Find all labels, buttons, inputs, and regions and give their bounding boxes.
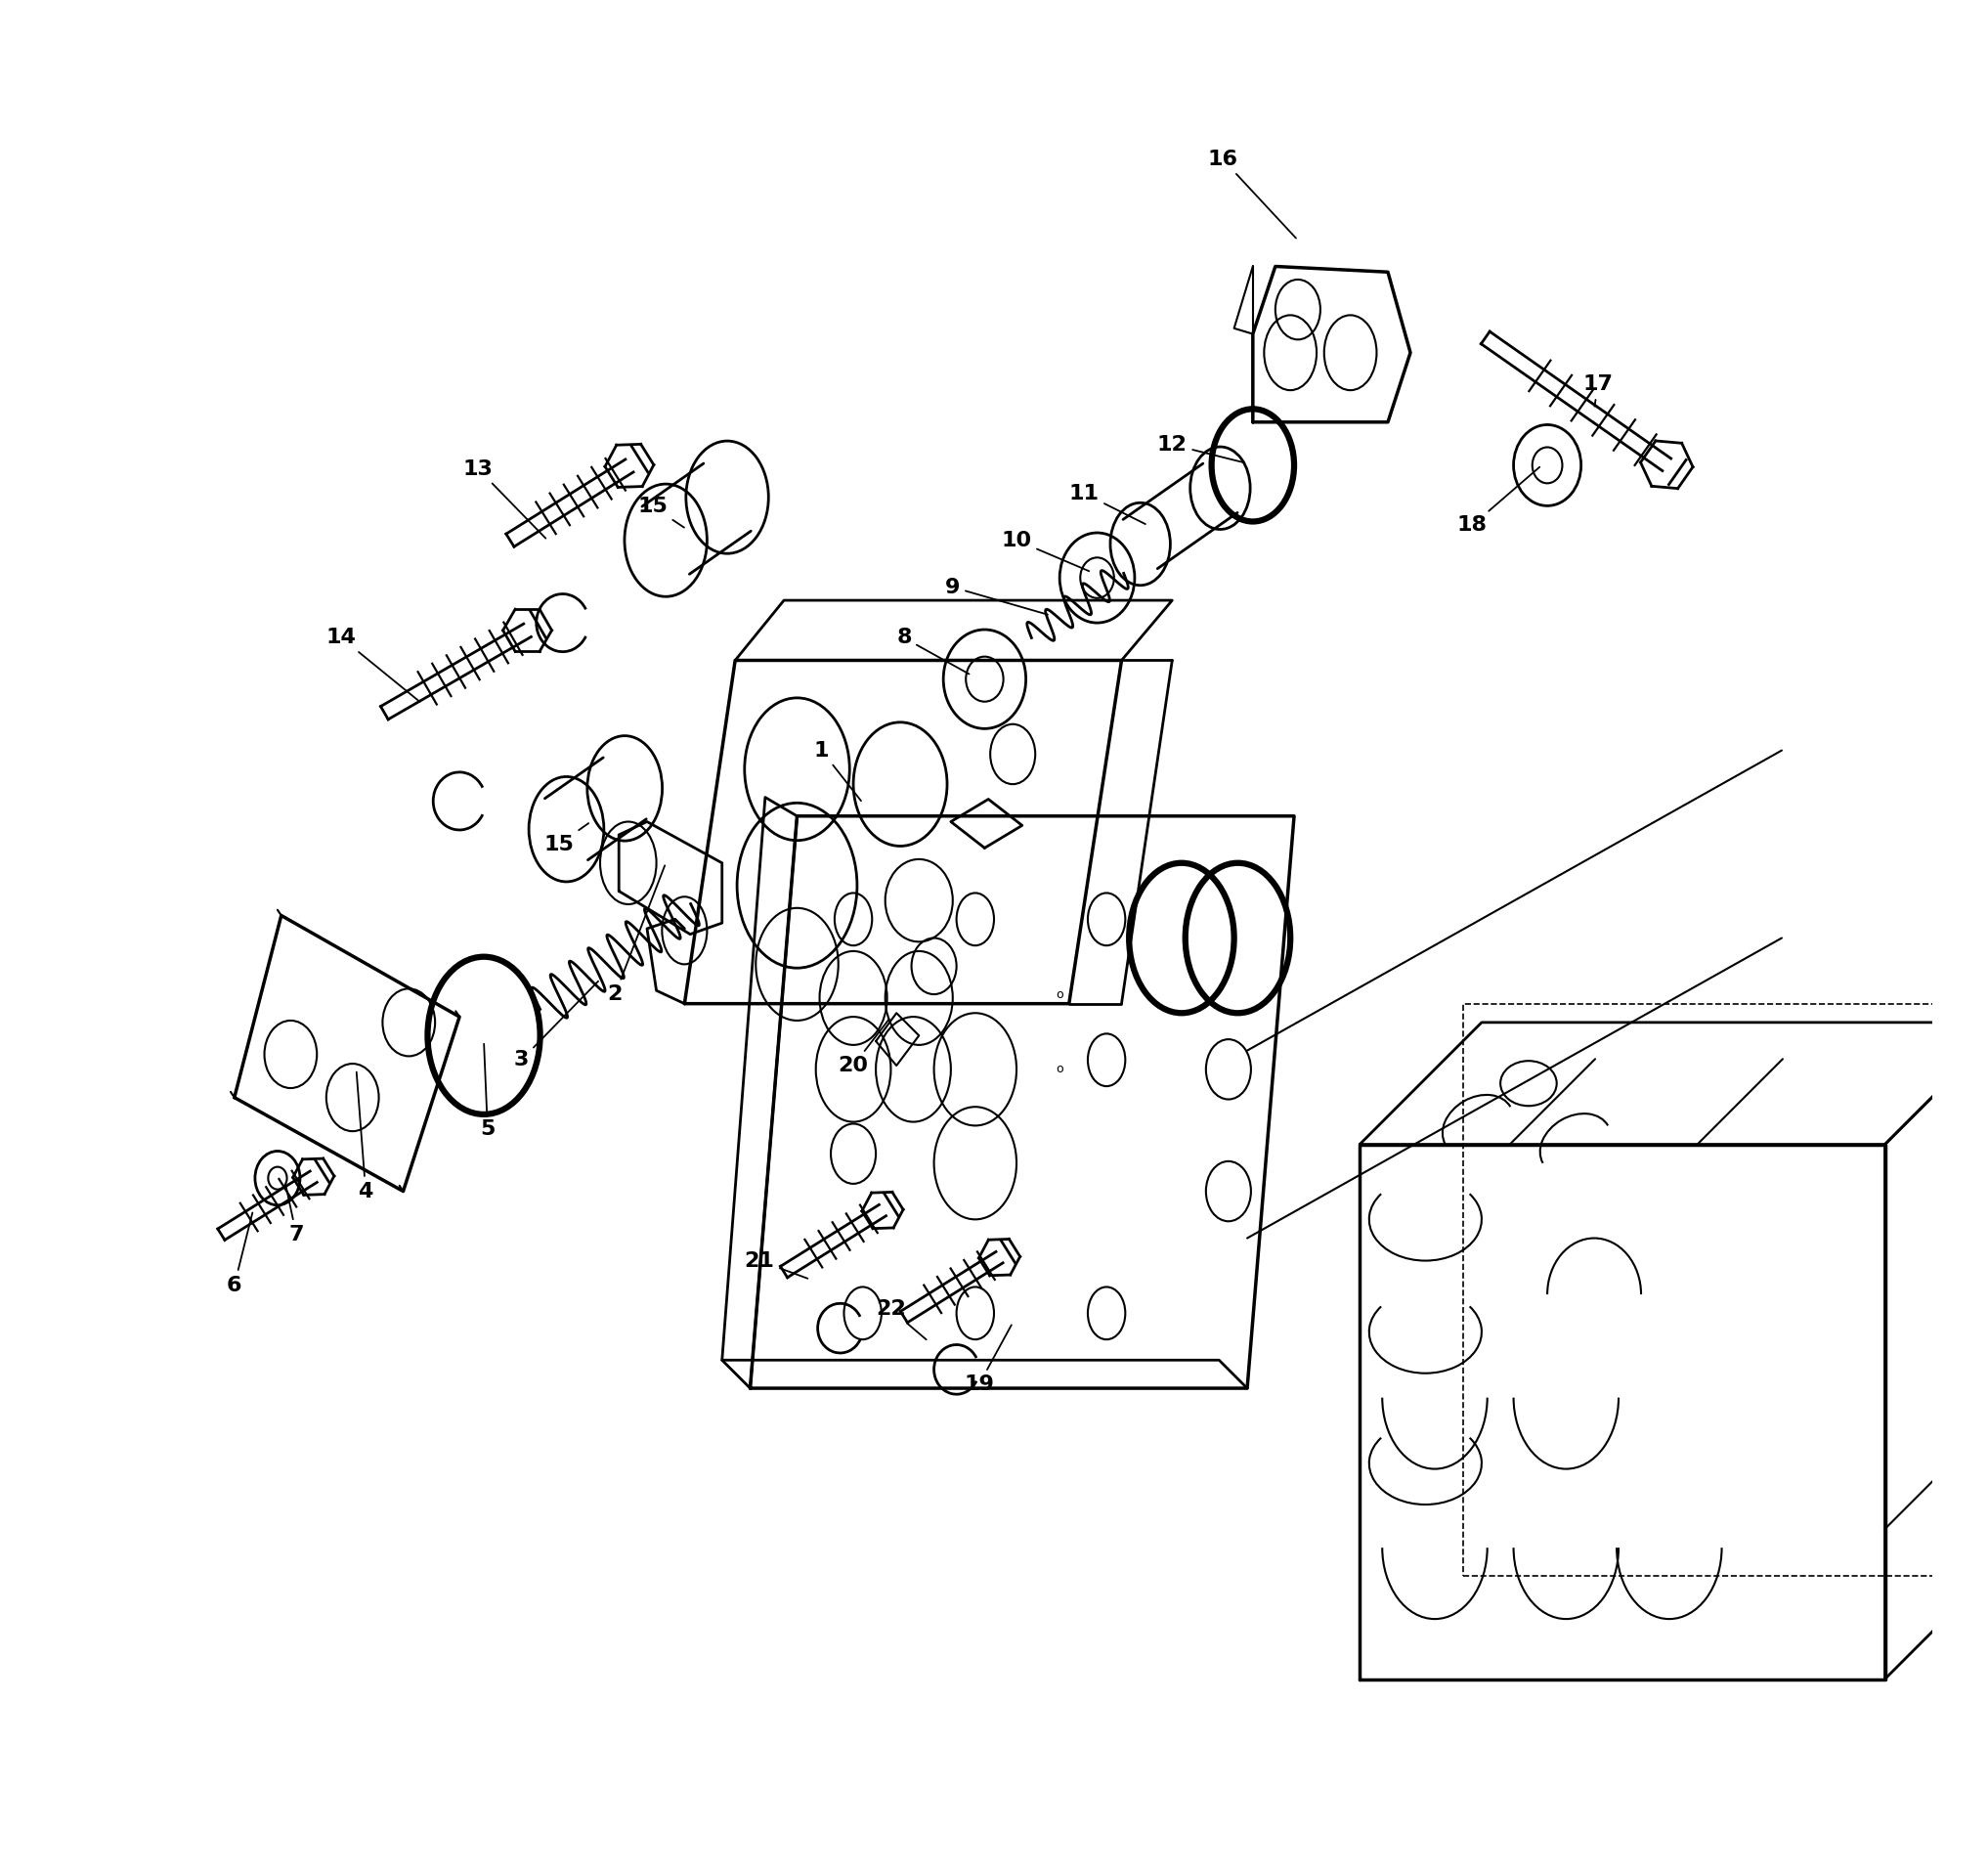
Text: 6: 6 bbox=[227, 1212, 252, 1294]
Text: 17: 17 bbox=[1582, 375, 1612, 407]
Text: 1: 1 bbox=[813, 741, 861, 801]
Text: 18: 18 bbox=[1457, 467, 1539, 535]
Text: 7: 7 bbox=[286, 1184, 304, 1244]
Text: 22: 22 bbox=[877, 1300, 926, 1339]
Text: 9: 9 bbox=[944, 578, 1048, 615]
Text: 19: 19 bbox=[964, 1324, 1012, 1394]
Text: 11: 11 bbox=[1070, 484, 1145, 523]
Bar bbox=[1463, 1004, 1988, 1576]
Text: 5: 5 bbox=[479, 1043, 495, 1139]
Text: 10: 10 bbox=[1002, 531, 1089, 570]
Text: 20: 20 bbox=[839, 1019, 889, 1075]
Text: 3: 3 bbox=[513, 981, 598, 1069]
Text: 4: 4 bbox=[356, 1071, 374, 1201]
Text: 8: 8 bbox=[897, 628, 968, 673]
Text: 15: 15 bbox=[638, 497, 684, 527]
Text: 21: 21 bbox=[744, 1251, 807, 1278]
Text: o: o bbox=[1056, 1064, 1064, 1075]
Text: o: o bbox=[1056, 989, 1064, 1000]
Text: 15: 15 bbox=[545, 824, 588, 854]
Text: 2: 2 bbox=[608, 865, 664, 1004]
Text: 14: 14 bbox=[326, 628, 419, 702]
Text: 16: 16 bbox=[1207, 150, 1296, 238]
Text: 12: 12 bbox=[1157, 435, 1244, 463]
Text: 13: 13 bbox=[463, 460, 547, 538]
